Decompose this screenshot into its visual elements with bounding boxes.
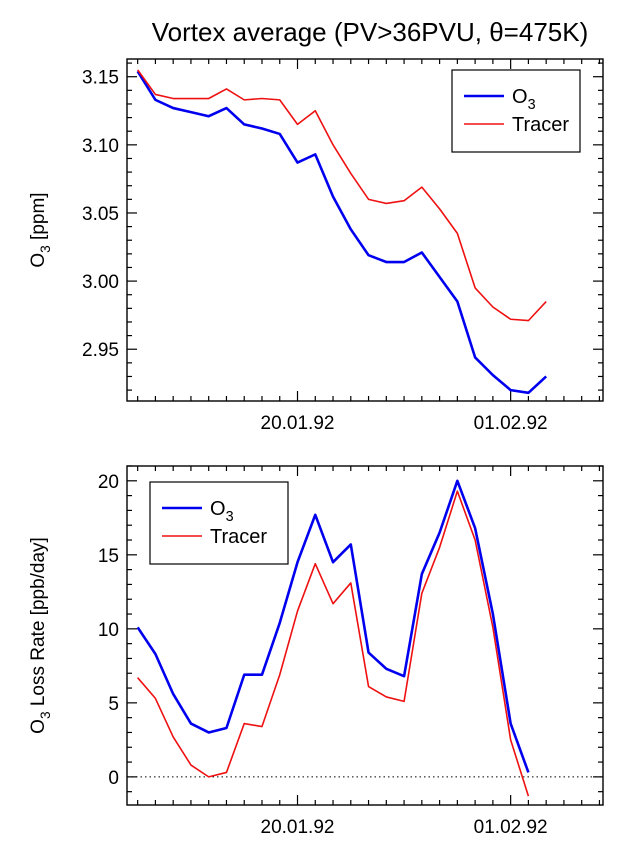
x-tick-label: 01.02.92 <box>474 413 548 434</box>
legend-label-o3-subscript: 3 <box>226 509 234 525</box>
legend-label-tracer-base: Tracer <box>512 114 569 136</box>
y-tick-label: 10 <box>98 620 119 641</box>
tracer-series-line <box>137 69 547 322</box>
plot-frame <box>126 58 604 402</box>
y-tick-label: 3.05 <box>82 204 119 225</box>
legend-label-o3: O3 <box>210 498 234 525</box>
legend-label-o3: O3 <box>512 86 536 113</box>
y-tick-label: 2.95 <box>82 340 119 361</box>
y-tick-label: 15 <box>98 546 119 567</box>
y-tick-label: 3.10 <box>82 136 119 157</box>
legend-label-o3-base: O <box>512 86 528 108</box>
x-tick-label: 01.02.92 <box>474 817 548 838</box>
y-axis-label: O3 Loss Rate [ppb/day] <box>28 537 53 734</box>
x-tick-label: 20.01.92 <box>261 413 335 434</box>
y-tick-label: 3.15 <box>82 68 119 89</box>
y-tick-label: 20 <box>98 472 119 493</box>
o3-series-line <box>136 479 530 773</box>
legend-label-o3-base: O <box>210 498 226 520</box>
tracer-series-line <box>137 490 530 797</box>
y-axis-label-base: O <box>28 719 49 734</box>
y-tick-label: 0 <box>108 768 119 789</box>
legend-box <box>451 69 581 153</box>
y-axis-label-subscript: 3 <box>38 245 53 253</box>
y-tick-label: 3.00 <box>82 272 119 293</box>
o3-series-line <box>136 70 548 395</box>
plot-frame <box>126 465 604 806</box>
legend-label-tracer: Tracer <box>210 526 267 548</box>
figure-title: Vortex average (PV>36PVU, θ=475K) <box>152 17 589 47</box>
legend-label-o3-subscript: 3 <box>528 97 536 113</box>
y-axis-label: O3 [ppm] <box>28 192 53 267</box>
x-tick-label: 20.01.92 <box>261 817 335 838</box>
y-axis-label-rest: [ppm] <box>28 192 49 245</box>
legend-box <box>149 481 289 565</box>
y-tick-label: 5 <box>108 694 119 715</box>
y-axis-label-subscript: 3 <box>38 711 53 719</box>
legend-label-tracer-base: Tracer <box>210 526 267 548</box>
y-axis-label-rest: Loss Rate [ppb/day] <box>28 537 49 711</box>
legend-label-tracer: Tracer <box>512 114 569 136</box>
y-axis-label-base: O <box>28 253 49 268</box>
